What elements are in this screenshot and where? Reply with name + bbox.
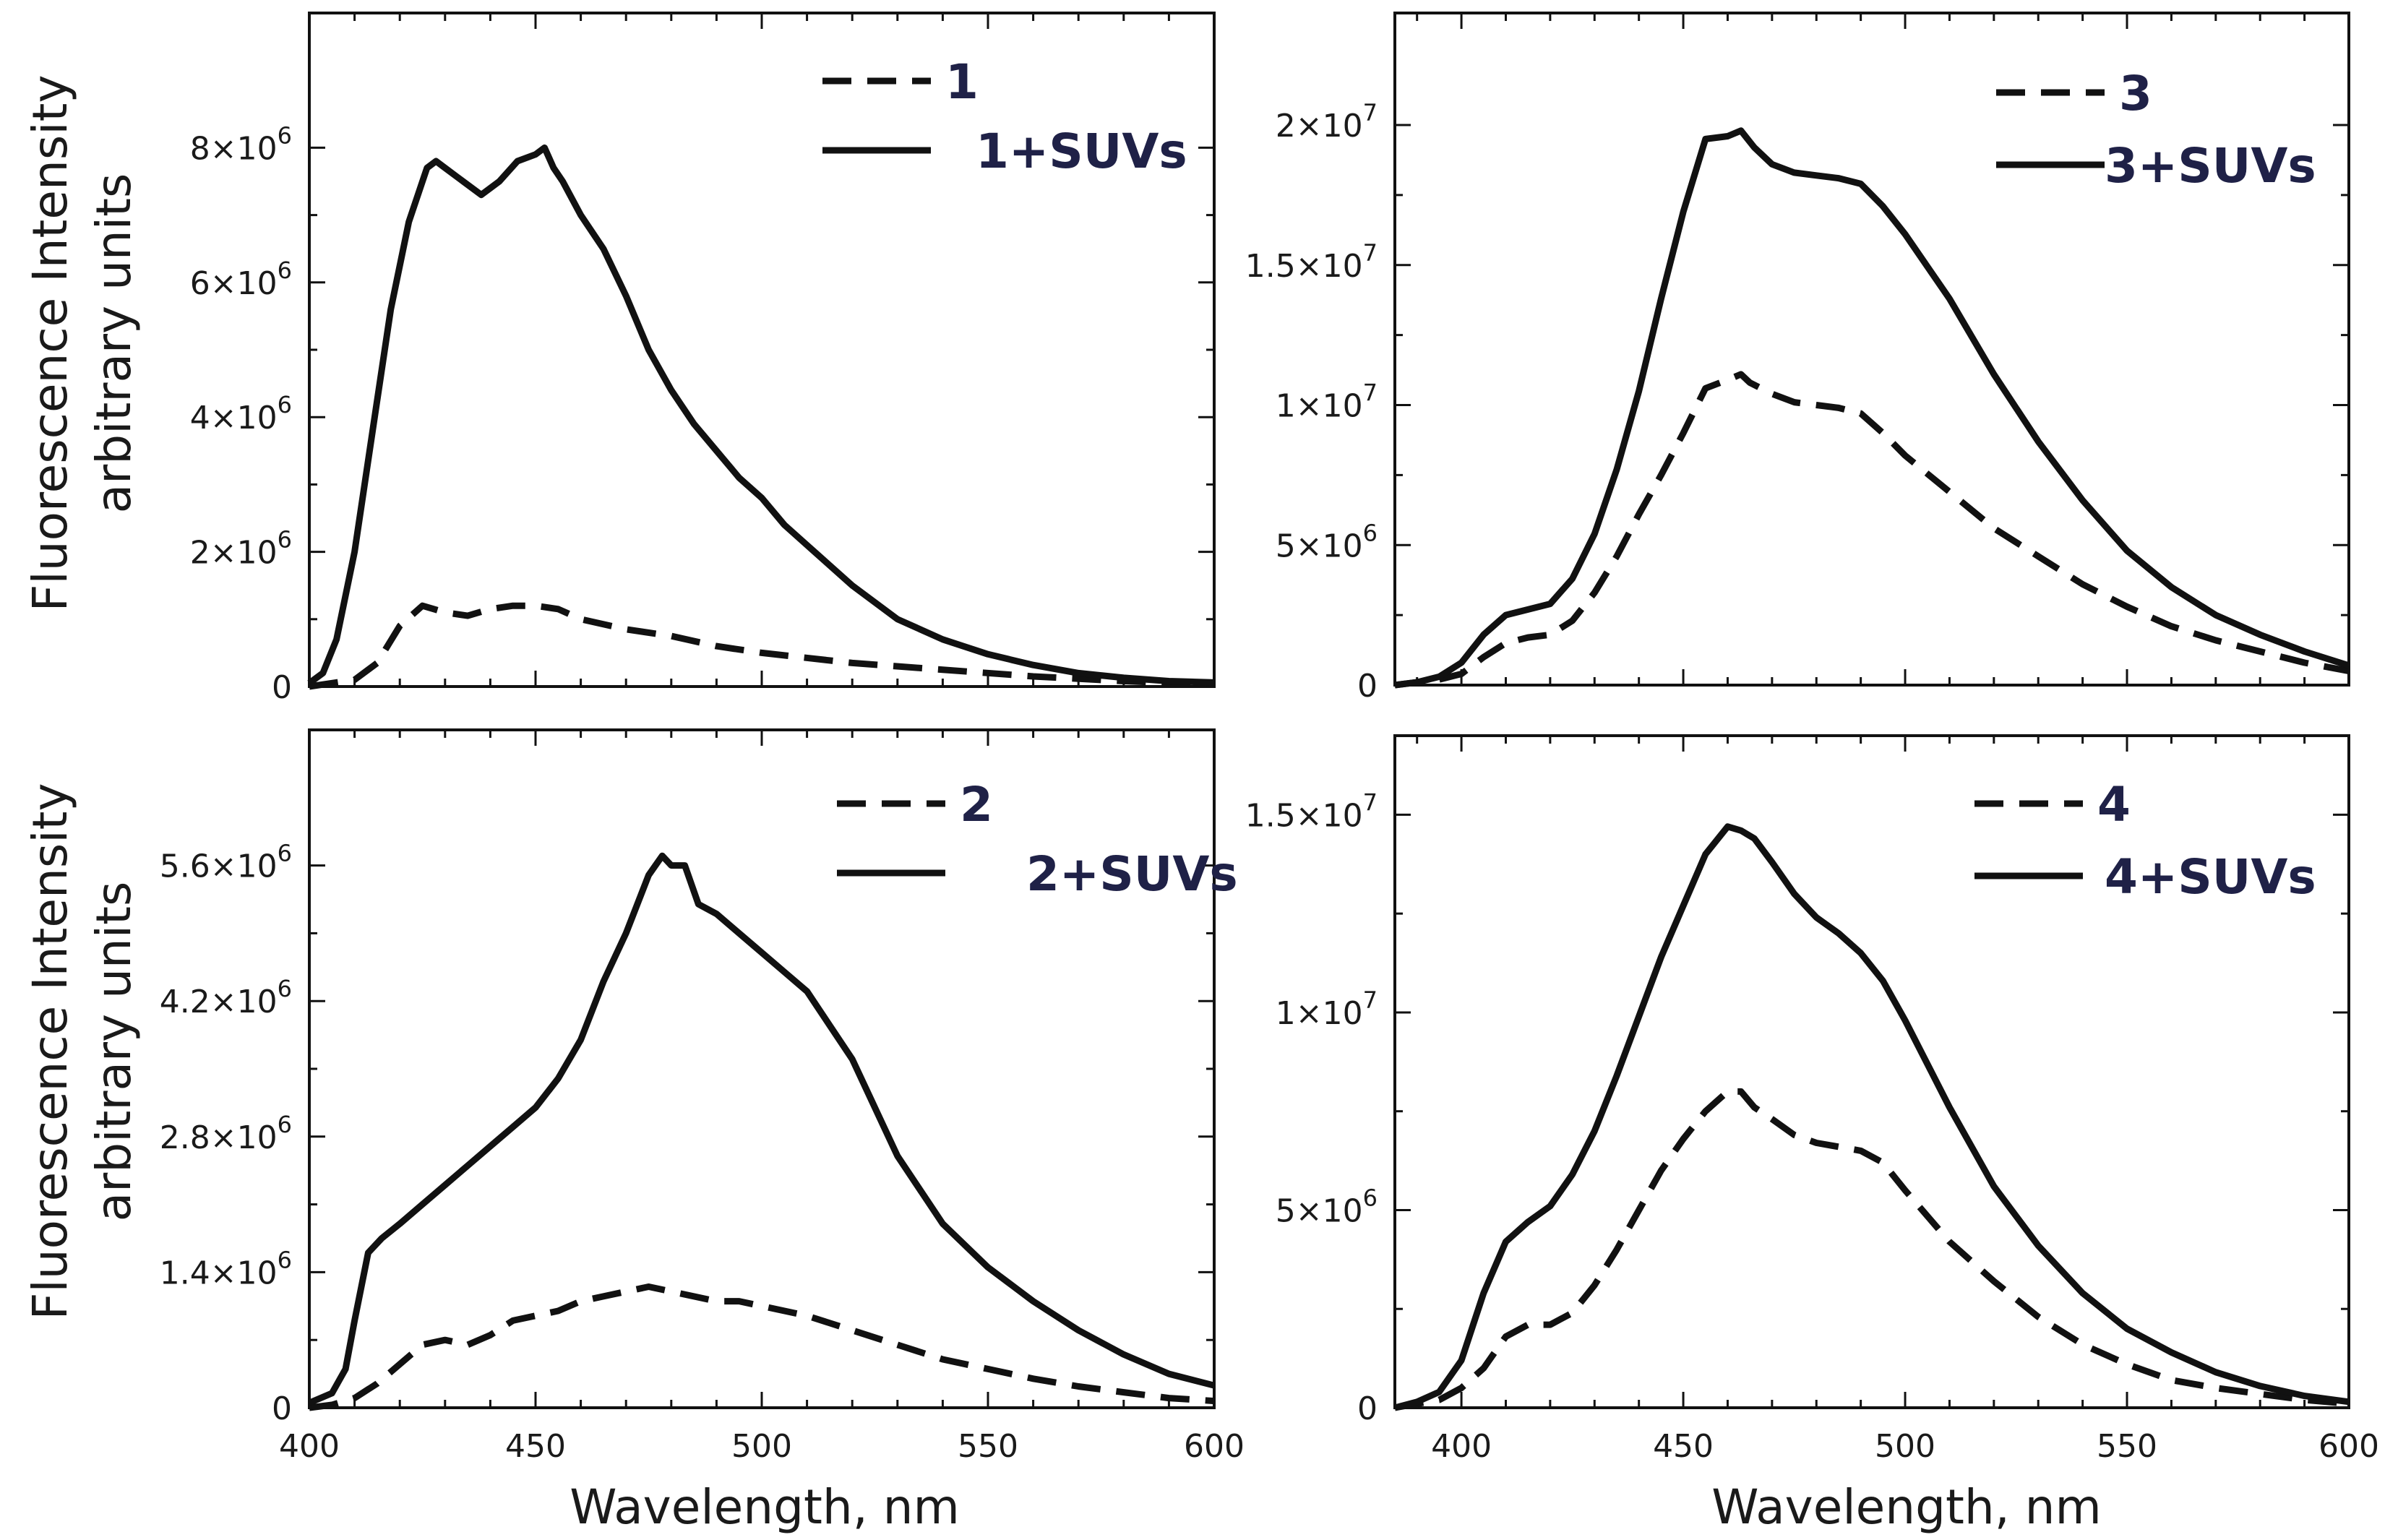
- panel-bottom-left: 400 450 500 550 600 0 1.4×106 2.8×106 4.2×106 5.6…: [160, 728, 1245, 1465]
- y-tick-label: 4×106: [190, 391, 292, 436]
- x-tick-label: 500: [1875, 1428, 1935, 1465]
- legend-label: 1: [945, 54, 979, 110]
- x-axis-label-left: Wavelength, nm: [570, 1479, 960, 1535]
- y-tick-label: 0: [272, 1390, 292, 1427]
- x-tick-label: 400: [1431, 1428, 1492, 1465]
- legend-label: 2+SUVs: [1026, 846, 1238, 902]
- y-tick-label: 4.2×106: [160, 975, 292, 1020]
- x-tick-label: 600: [1184, 1428, 1245, 1465]
- panel-top-right: 0 5×106 1×107 1.5×107 2×107 3 3+SUVs: [1245, 12, 2350, 705]
- y-tick-label: 8×106: [190, 121, 292, 167]
- legend-label: 4+SUVs: [2105, 849, 2316, 905]
- y-tick-label: 2×106: [190, 526, 292, 572]
- x-tick-label: 500: [731, 1428, 792, 1465]
- legend-label: 4: [2097, 777, 2131, 833]
- x-tick-label: 600: [2319, 1428, 2379, 1465]
- x-tick-label: 400: [279, 1428, 340, 1465]
- y-tick-label: 6×106: [190, 257, 292, 302]
- series-line-2: [309, 1283, 1215, 1411]
- series-line-4: [1394, 1088, 2350, 1411]
- legend-label: 3+SUVs: [2105, 138, 2316, 194]
- y-tick-label: 5×106: [1276, 1184, 1378, 1229]
- series-line-3-suvs: [1394, 127, 2350, 689]
- plot-frame: [1393, 734, 2350, 1409]
- y-axis-label-bottom-line2: arbitrary units: [86, 882, 142, 1222]
- y-axis-label-bottom-line1: Fluorescence Intensity: [22, 783, 78, 1320]
- series-line-1: [309, 602, 1215, 690]
- y-tick-label: 5×106: [1276, 519, 1378, 564]
- y-tick-label: 1.4×106: [160, 1246, 292, 1291]
- series-line-4-suvs: [1393, 823, 2350, 1411]
- legend-label: 1+SUVs: [976, 124, 1187, 179]
- x-tick-label: 550: [2097, 1428, 2157, 1465]
- y-tick-label: 0: [1357, 668, 1378, 705]
- y-tick-label: 2×107: [1276, 99, 1378, 145]
- y-axis-label-top-line1: Fluorescence Intensity: [22, 74, 78, 611]
- y-tick-label: 1×107: [1276, 986, 1378, 1032]
- series-line-1-suvs: [307, 144, 1215, 686]
- panel-top-left: 0 2×106 4×106 6×106 8×106 1 1+SUVs: [190, 12, 1216, 706]
- y-tick-label: 0: [272, 669, 292, 706]
- x-axis-label-right: Wavelength, nm: [1711, 1479, 2102, 1535]
- y-tick-label: 1.5×107: [1245, 239, 1378, 285]
- legend-label: 2: [960, 777, 993, 833]
- y-tick-label: 0: [1357, 1390, 1378, 1427]
- x-tick-label: 550: [958, 1428, 1018, 1465]
- x-tick-label: 450: [1653, 1428, 1714, 1465]
- y-axis-label-top: Fluorescence Intensity arbitrary units: [22, 74, 142, 611]
- series-line-2-suvs: [308, 852, 1216, 1406]
- y-axis-label-top-line2: arbitrary units: [86, 173, 142, 514]
- plot-frame: [1393, 12, 2350, 687]
- x-tick-label: 450: [505, 1428, 566, 1465]
- series-line-3: [1394, 371, 2350, 689]
- y-tick-label: 2.8×106: [160, 1111, 292, 1156]
- y-tick-label: 1×107: [1276, 379, 1378, 425]
- y-tick-label: 1.5×107: [1245, 788, 1378, 834]
- legend-label: 3: [2119, 66, 2152, 121]
- y-tick-label: 5.6×106: [160, 840, 292, 885]
- y-axis-label-bottom: Fluorescence Intensity arbitrary units: [22, 783, 142, 1320]
- panel-bottom-right: 400 450 500 550 600 0 5×106 1×107 1.5×107 4 4+SUVs: [1245, 734, 2379, 1465]
